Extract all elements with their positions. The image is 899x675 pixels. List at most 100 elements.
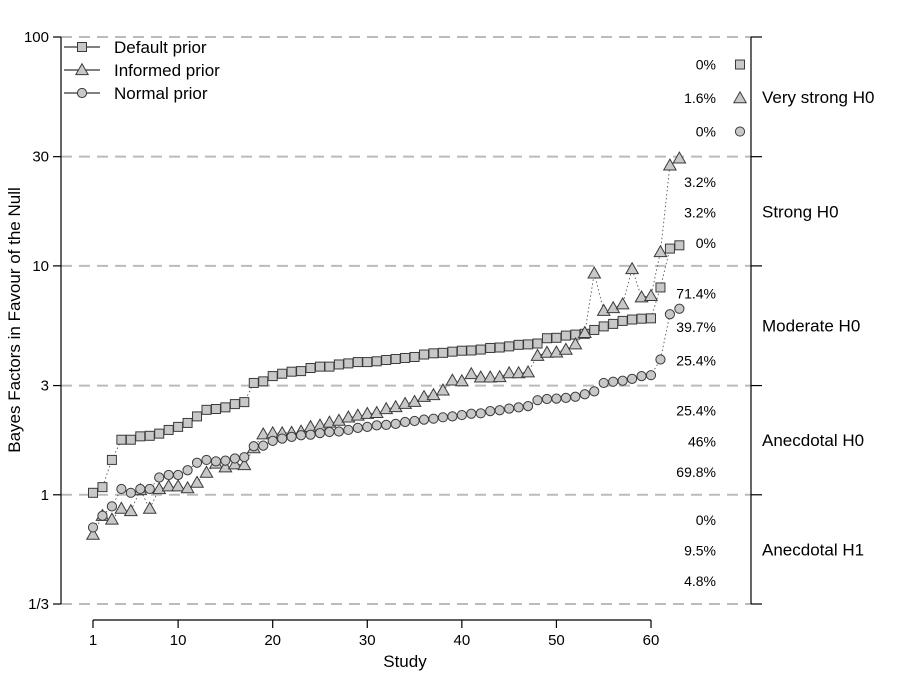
data-point-square bbox=[589, 324, 600, 335]
category-percentage: 3.2% bbox=[684, 174, 716, 190]
data-point-square bbox=[116, 434, 127, 445]
data-point-triangle bbox=[587, 266, 602, 279]
data-point-triangle bbox=[643, 288, 659, 301]
data-point-square bbox=[504, 341, 515, 352]
x-tick-label: 20 bbox=[264, 632, 281, 649]
legend-label: Default prior bbox=[114, 38, 207, 57]
data-point-triangle bbox=[473, 370, 488, 383]
data-point-circle bbox=[239, 452, 250, 463]
data-point-square bbox=[343, 358, 354, 369]
legend-marker-square bbox=[77, 42, 87, 52]
data-point-circle bbox=[437, 412, 449, 423]
data-point-triangle bbox=[615, 297, 630, 310]
data-point-circle bbox=[579, 389, 590, 400]
data-point-circle bbox=[324, 426, 335, 438]
data-point-circle bbox=[494, 405, 505, 416]
data-point-circle bbox=[456, 409, 467, 421]
data-point-triangle bbox=[426, 387, 441, 401]
data-point-triangle bbox=[672, 151, 687, 164]
category-label: Moderate H0 bbox=[762, 317, 860, 336]
data-point-circle bbox=[352, 422, 363, 433]
data-point-triangle bbox=[653, 244, 668, 258]
data-point-square bbox=[475, 344, 486, 355]
y-tick-label: 10 bbox=[32, 258, 49, 275]
data-point-circle bbox=[409, 415, 420, 427]
data-point-triangle bbox=[237, 457, 252, 471]
data-point-triangle bbox=[142, 501, 157, 514]
data-point-triangle bbox=[123, 503, 138, 517]
category-percentage: 1.6% bbox=[684, 90, 716, 106]
data-point-triangle bbox=[199, 465, 214, 478]
data-point-square bbox=[305, 363, 316, 374]
data-point-square bbox=[381, 355, 392, 366]
y-ticks: 1/3 1 3 10 30 100 bbox=[24, 29, 61, 613]
data-point-square bbox=[428, 348, 439, 359]
data-point-square bbox=[106, 454, 117, 465]
data-point-square bbox=[400, 352, 411, 363]
y-tick-label: 100 bbox=[24, 29, 49, 46]
data-point-circle bbox=[343, 424, 354, 436]
data-point-circle bbox=[314, 427, 326, 439]
data-point-triangle bbox=[634, 289, 649, 303]
data-point-square bbox=[154, 428, 165, 439]
data-point-square bbox=[125, 434, 136, 445]
data-point-square bbox=[362, 357, 373, 368]
category-percentage: 25.4% bbox=[676, 352, 716, 368]
legend: Default prior Informed prior Normal prior bbox=[64, 38, 220, 103]
data-point-square bbox=[513, 339, 524, 350]
data-point-square bbox=[210, 404, 221, 415]
data-point-circle bbox=[97, 510, 108, 521]
data-point-square bbox=[182, 417, 193, 428]
data-point-square bbox=[144, 430, 155, 441]
x-tick-label: 1 bbox=[89, 632, 97, 649]
data-point-circle bbox=[485, 406, 496, 417]
data-point-square bbox=[314, 361, 325, 372]
data-point-triangle bbox=[568, 336, 583, 350]
data-point-square bbox=[88, 487, 98, 498]
data-point-triangle bbox=[492, 369, 507, 383]
data-point-triangle bbox=[171, 479, 186, 492]
data-point-triangle bbox=[454, 373, 469, 387]
data-point-square bbox=[532, 338, 543, 349]
data-point-circle bbox=[371, 420, 382, 431]
data-point-circle bbox=[655, 354, 666, 365]
data-point-circle bbox=[636, 370, 647, 382]
data-point-triangle bbox=[331, 413, 346, 426]
data-point-circle bbox=[362, 421, 373, 432]
data-point-circle bbox=[182, 465, 193, 476]
data-point-circle bbox=[248, 441, 259, 452]
axes bbox=[60, 37, 752, 621]
data-point-square bbox=[220, 402, 231, 413]
data-point-circle bbox=[220, 455, 231, 466]
category-percentage: 25.4% bbox=[676, 403, 716, 419]
data-point-circle bbox=[201, 454, 212, 466]
category-marker-circle bbox=[734, 126, 746, 137]
data-point-square bbox=[617, 315, 628, 326]
category-label: Very strong H0 bbox=[762, 88, 874, 107]
x-tick-label: 40 bbox=[454, 632, 471, 649]
category-bands: Very strong H0 0% 1.6% 0% Strong H0 3.2% 3.2% 0… bbox=[676, 57, 874, 590]
data-point-square bbox=[201, 404, 212, 415]
data-point-circle bbox=[551, 393, 562, 404]
data-point-triangle bbox=[464, 366, 479, 380]
data-point-circle bbox=[163, 469, 174, 481]
data-point-square bbox=[466, 345, 477, 356]
data-point-square bbox=[674, 240, 685, 251]
data-point-triangle bbox=[189, 475, 205, 488]
data-point-square bbox=[333, 359, 344, 370]
data-point-square bbox=[627, 314, 638, 325]
data-point-square bbox=[598, 321, 609, 332]
data-point-circle bbox=[267, 435, 278, 446]
data-point-circle bbox=[504, 403, 515, 414]
reference-lines bbox=[61, 36, 751, 605]
y-tick-label: 1 bbox=[41, 487, 49, 504]
x-tick-label: 60 bbox=[643, 632, 660, 649]
data-point-triangle bbox=[511, 365, 526, 379]
data-point-triangle bbox=[341, 410, 356, 423]
data-point-triangle bbox=[85, 527, 101, 540]
y-axis-title: Bayes Factors in Favour of the Null bbox=[5, 187, 24, 453]
data-point-square bbox=[636, 313, 647, 324]
data-point-triangle bbox=[577, 325, 592, 338]
data-point-circle bbox=[513, 402, 524, 413]
category-percentage: 4.8% bbox=[684, 573, 716, 589]
